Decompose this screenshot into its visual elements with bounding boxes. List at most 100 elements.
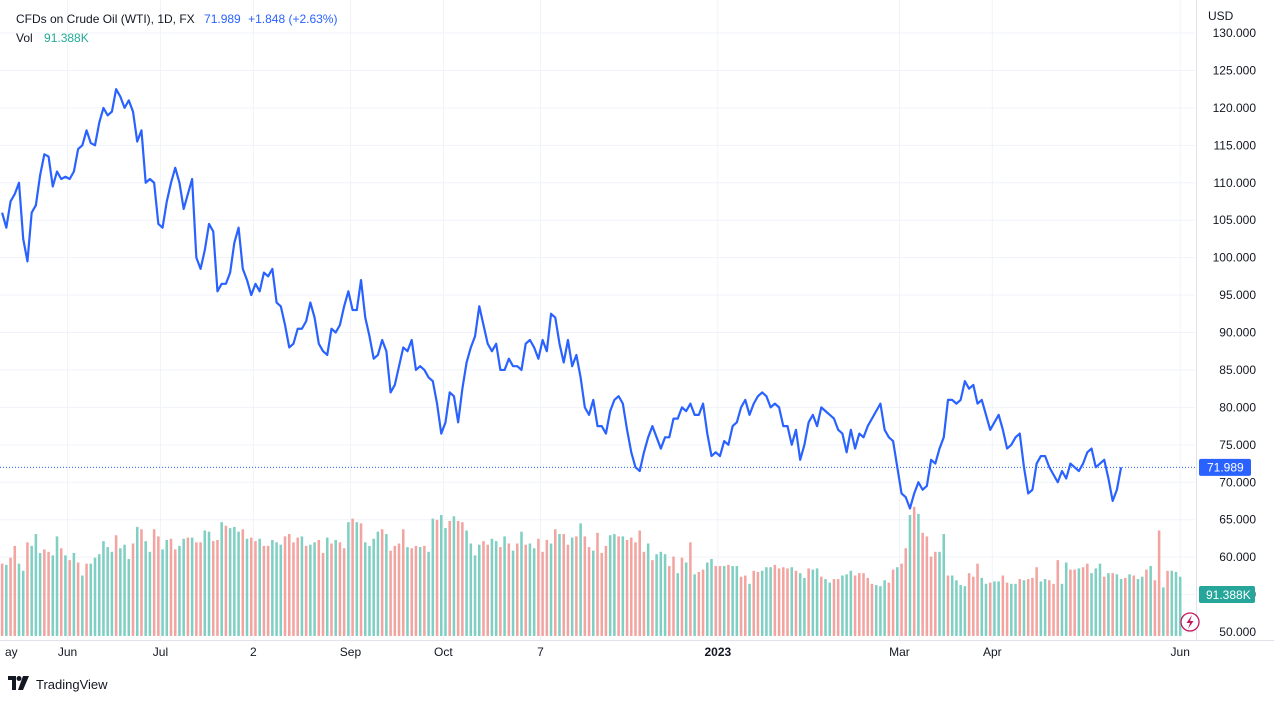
volume-bars xyxy=(0,506,1182,636)
volume-bar xyxy=(97,554,101,636)
volume-bar xyxy=(883,580,886,636)
lightning-marker-icon[interactable] xyxy=(1180,612,1200,632)
volume-bar xyxy=(72,553,76,636)
y-tick-label: 110.000 xyxy=(1214,176,1257,190)
volume-bar xyxy=(655,554,658,636)
y-tick-label: 85.000 xyxy=(1219,363,1256,377)
volume-bar xyxy=(478,544,481,636)
y-tick-label: 125.000 xyxy=(1213,63,1257,77)
volume-bar xyxy=(309,544,312,636)
tradingview-footer[interactable]: TradingView xyxy=(8,676,108,693)
volume-bar xyxy=(427,551,430,636)
volume-bar xyxy=(68,560,71,636)
volume-bar xyxy=(507,543,511,636)
volume-bar xyxy=(963,586,967,636)
volume-bar xyxy=(406,547,409,636)
volume-bar xyxy=(1128,574,1131,636)
volume-bar xyxy=(803,577,806,636)
volume-bar xyxy=(330,543,333,636)
volume-bar xyxy=(135,526,139,636)
volume-bar xyxy=(638,530,641,636)
volume-bar xyxy=(140,529,143,636)
volume-bar xyxy=(731,566,734,636)
volume-bar xyxy=(38,553,42,636)
volume-bar xyxy=(1086,563,1089,636)
volume-bar xyxy=(1145,569,1148,636)
volume-bar xyxy=(790,567,794,636)
volume-bar xyxy=(431,518,435,636)
volume-bar xyxy=(89,563,93,636)
volume-bar xyxy=(1107,573,1110,636)
volume-bar xyxy=(410,548,413,636)
volume-bar xyxy=(127,558,131,636)
volume-bar xyxy=(262,545,266,636)
y-tick-label: 70.000 xyxy=(1219,475,1256,489)
volume-bar xyxy=(621,536,625,636)
volume-bar xyxy=(152,529,156,636)
volume-bar xyxy=(1069,569,1072,636)
y-tick-label: 80.000 xyxy=(1219,400,1256,414)
volume-bar xyxy=(672,556,675,636)
volume-bar xyxy=(630,537,633,636)
volume-bar xyxy=(385,534,388,636)
volume-bar xyxy=(748,583,751,636)
volume-bar xyxy=(1132,575,1136,636)
volume-bar xyxy=(891,569,895,636)
volume-bar xyxy=(393,545,397,636)
volume-bar xyxy=(190,537,194,636)
volume-bar xyxy=(828,582,832,636)
volume-bar xyxy=(503,536,506,636)
volume-bar xyxy=(887,582,891,636)
volume-bar xyxy=(524,544,527,636)
volume-bar xyxy=(744,575,747,636)
volume-bar xyxy=(21,570,25,636)
volume-bar xyxy=(59,548,63,636)
volume-bar xyxy=(473,555,477,636)
volume-bar xyxy=(494,541,498,636)
volume-bar xyxy=(55,536,59,636)
volume-bar xyxy=(942,534,946,636)
time-axis[interactable]: ay Jun Jul 2 Sep Oct 7 2023 Mar Apr Jun xyxy=(5,645,1190,659)
volume-bar xyxy=(549,543,553,636)
volume-bar xyxy=(545,539,549,636)
price-axis[interactable]: 130.000 125.000 120.000 115.000 110.000 105.0… xyxy=(1213,26,1257,639)
volume-bar xyxy=(499,547,502,636)
volume-bar xyxy=(1140,576,1144,636)
x-tick-label: Oct xyxy=(434,645,453,659)
volume-bar xyxy=(1153,580,1157,636)
volume-bar xyxy=(397,543,401,636)
volume-bar xyxy=(710,558,713,636)
volume-bar xyxy=(608,535,612,636)
volume-bar xyxy=(355,522,359,636)
last-volume-badge: 91.388K xyxy=(1199,586,1255,603)
volume-bar xyxy=(642,551,646,636)
volume-bar xyxy=(342,548,346,636)
volume-bar xyxy=(368,545,371,636)
volume-bar xyxy=(1162,587,1165,636)
volume-bar xyxy=(1010,583,1013,636)
volume-bar xyxy=(921,532,924,636)
volume-bar xyxy=(279,544,283,636)
volume-bar xyxy=(634,542,637,636)
volume-bar xyxy=(579,523,582,636)
volume-bar xyxy=(1035,567,1038,636)
volume-bar xyxy=(195,542,198,636)
volume-bar xyxy=(663,554,667,636)
last-price-label: 71.989 xyxy=(1207,460,1244,474)
volume-bar xyxy=(976,563,979,636)
volume-bar xyxy=(13,545,17,636)
volume-bar xyxy=(874,585,878,636)
volume-bar xyxy=(1136,579,1140,636)
volume-bar xyxy=(266,545,270,636)
x-tick-label: Jun xyxy=(58,645,77,659)
volume-bar xyxy=(562,534,565,636)
volume-bar xyxy=(106,547,109,636)
volume-bar xyxy=(570,537,574,636)
volume-bar xyxy=(1166,570,1169,636)
volume-bar xyxy=(216,539,219,636)
volume-bar xyxy=(950,575,954,636)
volume-bar xyxy=(832,579,836,636)
volume-bar xyxy=(325,537,329,636)
volume-bar xyxy=(258,538,261,636)
